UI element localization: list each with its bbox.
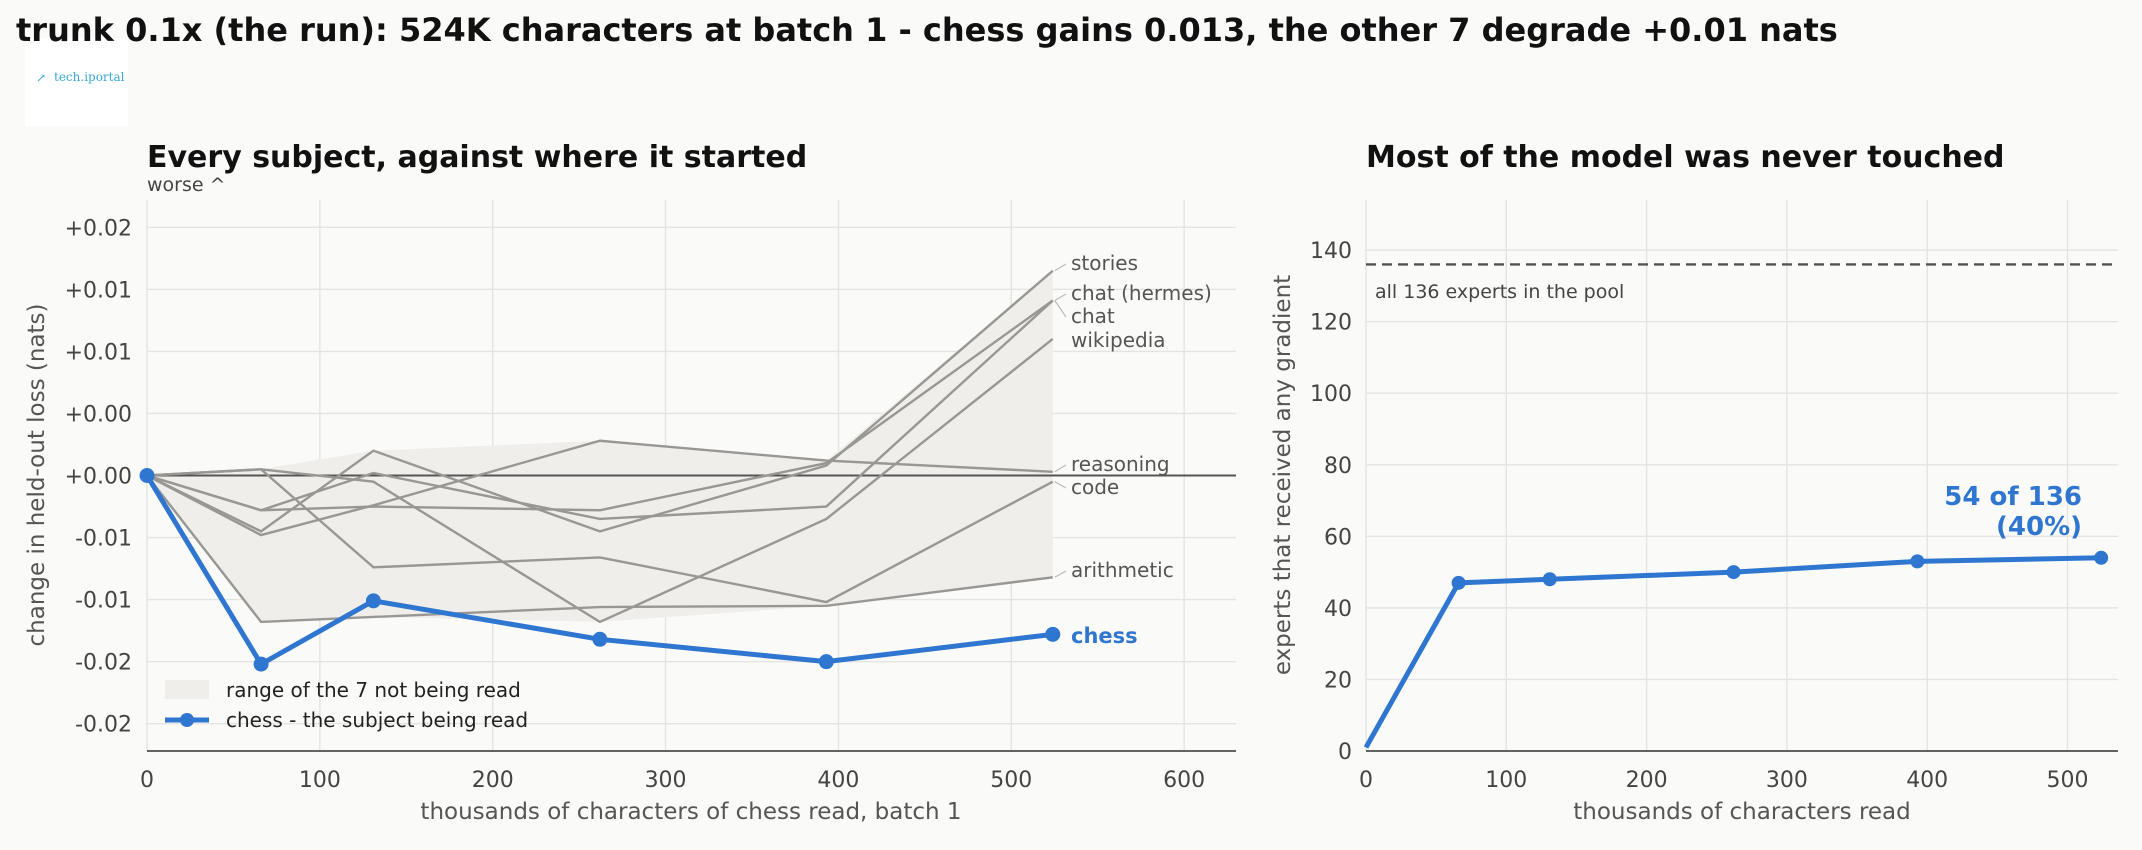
logo-text: tech.iportal xyxy=(54,70,125,84)
figure-title: trunk 0.1x (the run): 524K characters at… xyxy=(16,11,1838,49)
left-y-tick-label: +0.01 xyxy=(65,278,132,303)
right-x-tick-label: 200 xyxy=(1626,768,1668,793)
end-label-leader xyxy=(1054,300,1067,318)
end-label-code: code xyxy=(1071,475,1119,499)
end-label-wikipedia: wikipedia xyxy=(1071,328,1166,352)
experts-point xyxy=(1726,565,1741,580)
legend-chess-marker xyxy=(180,713,194,727)
left-x-tick-label: 500 xyxy=(990,768,1032,793)
left-x-tick-label: 200 xyxy=(472,768,514,793)
chess-point xyxy=(139,468,155,483)
subject-lines xyxy=(146,269,1054,624)
right-y-tick-label: 80 xyxy=(1324,454,1352,479)
legend-band-swatch xyxy=(165,680,209,699)
right-panel: all 136 experts in the pool 0 100 200 300 40… xyxy=(1270,140,2118,825)
left-y-tick-label: -0.01 xyxy=(75,589,132,614)
end-label-leader xyxy=(1054,570,1067,578)
right-y-tick-label: 0 xyxy=(1338,740,1352,765)
right-x-ticks: 0 100 200 300 400 500 xyxy=(1359,768,2088,793)
right-y-axis-label: experts that received any gradient xyxy=(1270,275,1296,675)
right-y-tick-label: 120 xyxy=(1310,311,1352,336)
experts-point xyxy=(1451,575,1466,590)
coverage-annotation-line1: 54 of 136 xyxy=(1944,482,2082,512)
end-label-arithmetic: arithmetic xyxy=(1071,558,1174,582)
subject-line-stories xyxy=(146,269,1054,533)
right-y-tick-label: 40 xyxy=(1324,597,1352,622)
chess-point xyxy=(365,593,381,609)
chess-point xyxy=(818,654,834,670)
worse-direction-note: worse ^ xyxy=(147,174,226,196)
right-x-tick-label: 300 xyxy=(1766,768,1808,793)
left-x-tick-label: 300 xyxy=(645,768,687,793)
end-label-chess: chess xyxy=(1071,624,1138,648)
chess-line-path xyxy=(144,474,1054,667)
chess-point xyxy=(253,656,269,672)
subject-line-chat xyxy=(146,299,1054,521)
right-y-tick-label: 140 xyxy=(1310,239,1352,264)
experts-point xyxy=(2094,550,2109,565)
right-panel-title: Most of the model was never touched xyxy=(1366,140,2005,175)
right-y-tick-label: 20 xyxy=(1324,668,1352,693)
end-label-leader xyxy=(1054,263,1067,272)
right-y-ticks: 0 20 40 60 80 100 120 140 xyxy=(1310,239,1352,765)
chess-point xyxy=(592,631,608,647)
left-y-tick-label: +0.00 xyxy=(65,465,132,490)
legend-chess-label: chess - the subject being read xyxy=(226,708,528,732)
right-x-tick-label: 0 xyxy=(1359,768,1373,793)
right-x-tick-label: 500 xyxy=(2046,768,2088,793)
left-x-tick-label: 400 xyxy=(817,768,859,793)
subject-line-code xyxy=(146,468,1054,604)
left-x-tick-label: 600 xyxy=(1163,768,1205,793)
left-y-tick-label: -0.02 xyxy=(75,651,132,676)
chess-point xyxy=(1045,626,1061,642)
experts-touched-line xyxy=(1363,550,2109,749)
left-y-tick-label: +0.01 xyxy=(65,340,132,365)
left-y-tick-label: -0.01 xyxy=(75,527,132,552)
left-y-tick-label: +0.02 xyxy=(65,216,132,241)
experts-line-path xyxy=(1363,555,2102,749)
end-label-stories: stories xyxy=(1071,251,1138,275)
not-read-range-band xyxy=(147,270,1053,622)
end-label-chat: chat xyxy=(1071,304,1115,328)
right-y-tick-label: 60 xyxy=(1324,525,1352,550)
right-x-axis-label: thousands of characters read xyxy=(1573,799,1911,825)
legend-band-label: range of the 7 not being read xyxy=(226,678,521,702)
experts-point xyxy=(1910,554,1925,569)
left-x-ticks: 0 100 200 300 400 500 600 xyxy=(140,768,1205,793)
end-label-leader xyxy=(1054,293,1067,302)
left-y-tick-label: -0.02 xyxy=(75,713,132,738)
logo: ↗ tech.iportal xyxy=(25,38,128,126)
left-x-axis-label: thousands of characters of chess read, b… xyxy=(420,799,961,825)
pool-size-reference-label: all 136 experts in the pool xyxy=(1375,281,1624,303)
logo-mark-icon: ↗ xyxy=(36,71,46,85)
left-y-axis-label: change in held-out loss (nats) xyxy=(24,303,50,646)
experts-point xyxy=(1542,572,1557,587)
end-label-leader xyxy=(1054,481,1067,489)
subject-line-reasoning xyxy=(146,439,1053,537)
left-x-tick-label: 0 xyxy=(140,768,154,793)
left-legend: range of the 7 not being read chess - th… xyxy=(165,678,528,732)
right-y-tick-label: 100 xyxy=(1310,382,1352,407)
left-panel-title: Every subject, against where it started xyxy=(147,140,807,175)
coverage-annotation-line2: (40%) xyxy=(1996,512,2082,542)
end-label-reasoning: reasoning xyxy=(1071,452,1170,476)
subject-line-arithmetic xyxy=(146,474,1053,624)
left-y-ticks: -0.02 -0.02 -0.01 -0.01 +0.00 +0.00 +0.01 +0.01… xyxy=(65,216,132,737)
end-label-leader xyxy=(1054,464,1067,473)
right-x-tick-label: 400 xyxy=(1906,768,1948,793)
left-x-tick-label: 100 xyxy=(299,768,341,793)
right-x-tick-label: 100 xyxy=(1485,768,1527,793)
end-label-chat-hermes-: chat (hermes) xyxy=(1071,281,1212,305)
left-y-tick-label: +0.00 xyxy=(65,402,132,427)
chess-line: chess xyxy=(139,468,1138,672)
